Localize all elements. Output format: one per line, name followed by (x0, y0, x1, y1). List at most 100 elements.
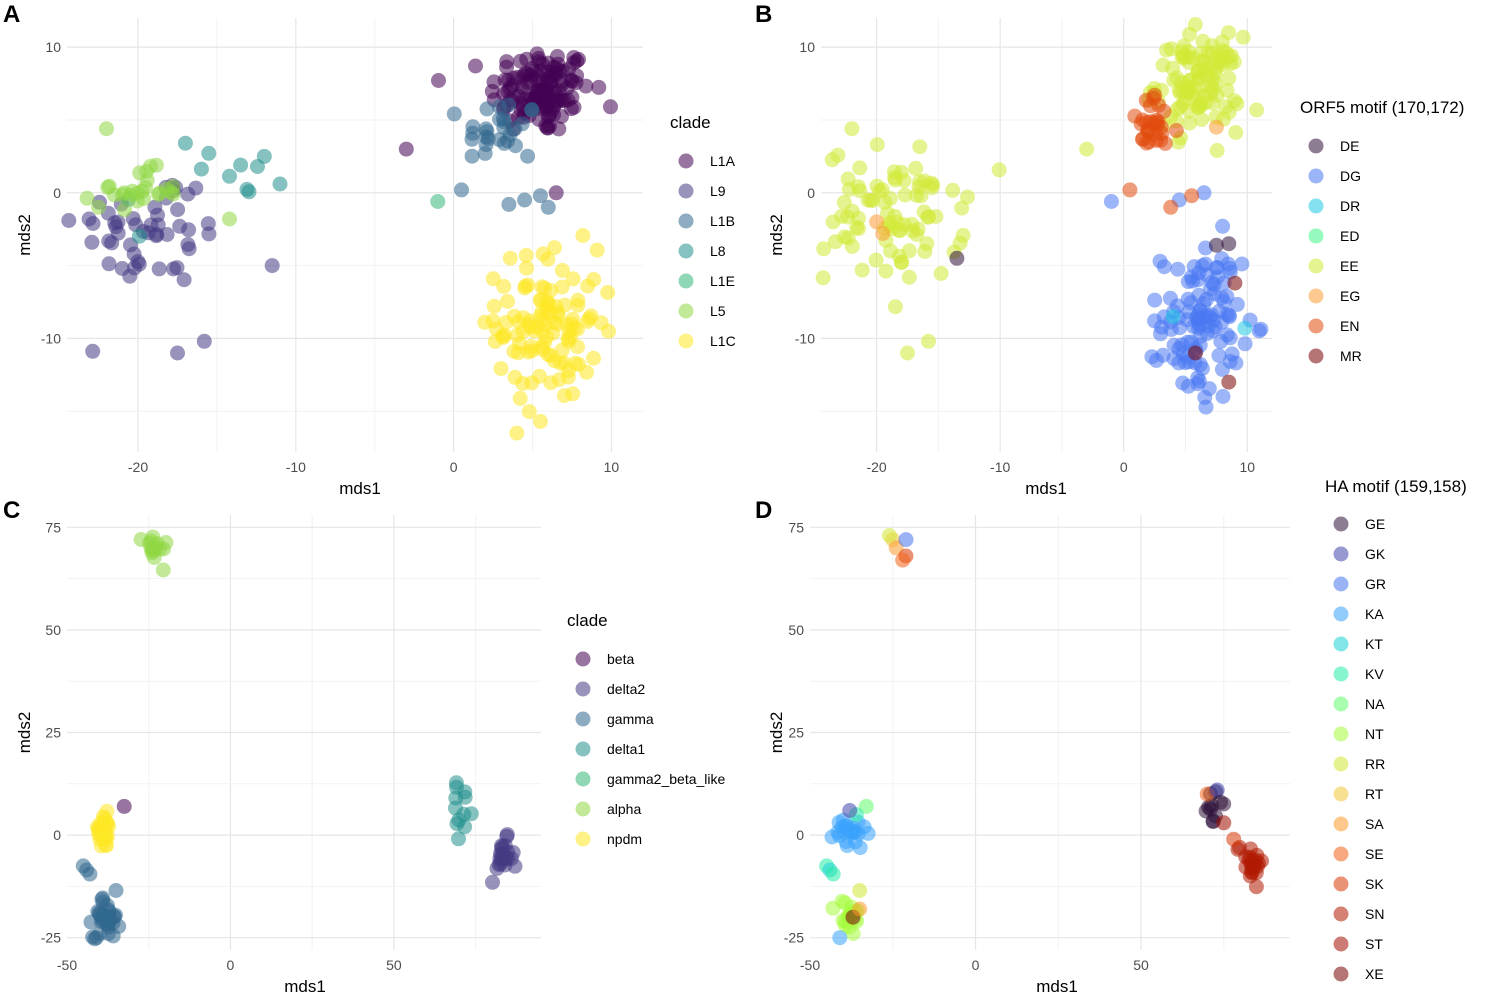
legend-swatch (575, 651, 591, 667)
data-point (84, 234, 100, 250)
scatter-plot-b: -20 -10 0 10 -10 0 10 mds1 mds2 (767, 17, 1272, 498)
data-point (1221, 374, 1237, 390)
data-point (1175, 375, 1191, 391)
data-point (500, 293, 515, 309)
legend-title: ORF5 motif (170,172) (1300, 98, 1464, 117)
gridlines (67, 515, 541, 950)
legend-swatch (678, 243, 694, 259)
data-point (1162, 290, 1178, 306)
data-point (1219, 327, 1235, 343)
data-point (1209, 143, 1225, 158)
data-point (1251, 323, 1267, 339)
data-point (493, 361, 509, 377)
x-tick-label: 50 (386, 957, 402, 973)
data-point (506, 308, 522, 324)
y-tick-label: 10 (799, 39, 815, 55)
legend-swatch (1333, 756, 1349, 772)
legend-label: SA (1365, 816, 1384, 832)
data-point (222, 168, 237, 184)
data-point (1172, 99, 1188, 115)
data-point (169, 260, 185, 276)
data-point (115, 187, 130, 203)
data-point (897, 187, 913, 203)
y-tick-label: 50 (45, 622, 61, 638)
data-point (824, 829, 840, 845)
data-point (1214, 251, 1230, 267)
legend-title: clade (567, 611, 608, 630)
data-point (1211, 348, 1227, 363)
data-point (1153, 326, 1168, 342)
data-point (91, 905, 107, 921)
data-point (537, 280, 552, 296)
data-point (1201, 381, 1217, 397)
data-point (129, 193, 145, 209)
legend-item: delta1 (575, 741, 645, 757)
data-point (548, 185, 564, 201)
data-point (1183, 295, 1199, 311)
data-point (117, 202, 133, 218)
legend-item: ST (1333, 936, 1383, 952)
data-point (193, 161, 209, 177)
data-point (1209, 782, 1225, 798)
data-point (564, 316, 580, 332)
legend-label: GE (1365, 516, 1385, 532)
legend-swatch (575, 681, 591, 697)
panel-letter-a: A (3, 1, 20, 28)
y-tick-label: 0 (53, 827, 61, 843)
data-point (513, 53, 528, 69)
legend-swatch (1333, 576, 1349, 592)
data-point (1181, 79, 1197, 95)
y-axis-title: mds2 (15, 712, 34, 754)
data-point (91, 199, 107, 215)
data-point (514, 79, 530, 95)
legend-a: clade L1A L9 L1B L8 L1E L5 L1C (670, 113, 736, 349)
data-point (531, 50, 547, 66)
legend-swatch (1333, 636, 1349, 652)
data-point (200, 216, 216, 232)
data-point (593, 315, 609, 331)
legend-item: L5 (678, 303, 726, 319)
legend-swatch (1308, 168, 1324, 184)
data-point (532, 188, 548, 204)
data-point (131, 228, 147, 244)
legend-item: npdm (575, 831, 642, 847)
legend-swatch (1333, 516, 1349, 532)
data-point (1213, 794, 1228, 810)
data-point (499, 54, 515, 70)
data-point (852, 160, 868, 176)
data-point (534, 339, 550, 355)
data-point (570, 339, 585, 355)
data-point (852, 901, 868, 917)
legend-item: SE (1333, 846, 1384, 862)
legend-label: DE (1340, 138, 1359, 154)
data-point (1147, 313, 1163, 329)
data-point (824, 152, 840, 168)
legend-swatch (678, 303, 694, 319)
panel-a: A -20 -10 0 10 -10 0 10 mds1 mds2 clade L1A L9 L1B L… (3, 1, 736, 498)
legend-label: gamma (607, 711, 654, 727)
data-point (887, 172, 903, 188)
data-point (551, 93, 567, 109)
data-point (570, 292, 586, 308)
data-point (827, 234, 843, 250)
legend-item: SN (1333, 906, 1384, 922)
legend-swatch (1333, 846, 1349, 862)
data-point (495, 111, 511, 127)
panel-d: D -50 0 50 -25 0 25 50 75 mds1 mds2 HA motif (159… (755, 477, 1467, 996)
data-point (852, 883, 868, 898)
y-tick-label: 0 (807, 185, 815, 201)
data-point (834, 208, 850, 224)
legend-item: L9 (678, 183, 726, 199)
data-point (565, 386, 581, 402)
data-point (101, 256, 117, 272)
scatter-plot-c: -50 0 50 -25 0 25 50 75 mds1 mds2 (15, 515, 541, 996)
data-point (1216, 294, 1232, 310)
legend-b: ORF5 motif (170,172) DE DG DR ED EE EG EN MR (1300, 98, 1464, 364)
data-point (512, 390, 528, 406)
data-point (79, 190, 95, 206)
legend-swatch (678, 273, 694, 289)
x-tick-label: 10 (1239, 459, 1255, 475)
y-axis-title: mds2 (15, 214, 34, 256)
data-point (954, 200, 970, 216)
data-point (502, 250, 518, 266)
